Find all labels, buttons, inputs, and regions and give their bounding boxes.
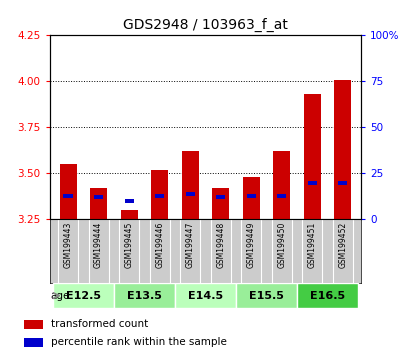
Bar xyxy=(63,194,73,198)
Bar xyxy=(277,194,286,198)
Text: GSM199452: GSM199452 xyxy=(338,221,347,268)
Bar xyxy=(241,219,261,283)
Bar xyxy=(58,219,78,283)
Bar xyxy=(121,210,137,219)
Bar xyxy=(243,177,260,219)
Bar xyxy=(60,164,76,219)
Bar xyxy=(302,219,322,283)
Text: GSM199443: GSM199443 xyxy=(63,221,73,268)
Text: transformed count: transformed count xyxy=(51,319,148,329)
Bar xyxy=(182,152,198,219)
Bar xyxy=(333,219,353,283)
Bar xyxy=(175,283,236,308)
Text: E12.5: E12.5 xyxy=(66,291,101,301)
Bar xyxy=(211,219,231,283)
Bar xyxy=(297,283,358,308)
Text: GSM199445: GSM199445 xyxy=(124,221,134,268)
Text: GSM199449: GSM199449 xyxy=(247,221,256,268)
Bar xyxy=(272,219,292,283)
Bar xyxy=(304,94,321,219)
Bar xyxy=(124,199,134,203)
Text: percentile rank within the sample: percentile rank within the sample xyxy=(51,337,227,347)
Bar xyxy=(308,181,317,185)
Bar xyxy=(24,320,43,329)
Text: GSM199444: GSM199444 xyxy=(94,221,103,268)
Text: E13.5: E13.5 xyxy=(127,291,162,301)
Bar xyxy=(212,188,229,219)
Bar xyxy=(89,219,109,283)
Bar xyxy=(24,338,43,347)
Text: age: age xyxy=(50,291,70,301)
Bar xyxy=(236,283,297,308)
Text: GSM199450: GSM199450 xyxy=(277,221,286,268)
Text: GSM199448: GSM199448 xyxy=(216,221,225,268)
Bar xyxy=(273,152,290,219)
Bar xyxy=(53,283,114,308)
Bar xyxy=(247,194,256,198)
Bar xyxy=(150,219,170,283)
Text: E14.5: E14.5 xyxy=(188,291,223,301)
Text: GSM199451: GSM199451 xyxy=(308,221,317,268)
Bar xyxy=(334,80,351,219)
Bar xyxy=(186,192,195,196)
Text: E15.5: E15.5 xyxy=(249,291,284,301)
Bar xyxy=(114,283,175,308)
Bar xyxy=(155,194,164,198)
Title: GDS2948 / 103963_f_at: GDS2948 / 103963_f_at xyxy=(123,17,288,32)
Bar xyxy=(338,181,347,185)
Bar xyxy=(90,188,107,219)
Bar xyxy=(119,219,139,283)
Text: E16.5: E16.5 xyxy=(310,291,345,301)
Text: GSM199447: GSM199447 xyxy=(186,221,195,268)
Text: GSM199446: GSM199446 xyxy=(155,221,164,268)
Bar xyxy=(94,195,103,199)
Bar xyxy=(151,170,168,219)
Bar xyxy=(216,195,225,199)
Bar xyxy=(180,219,200,283)
